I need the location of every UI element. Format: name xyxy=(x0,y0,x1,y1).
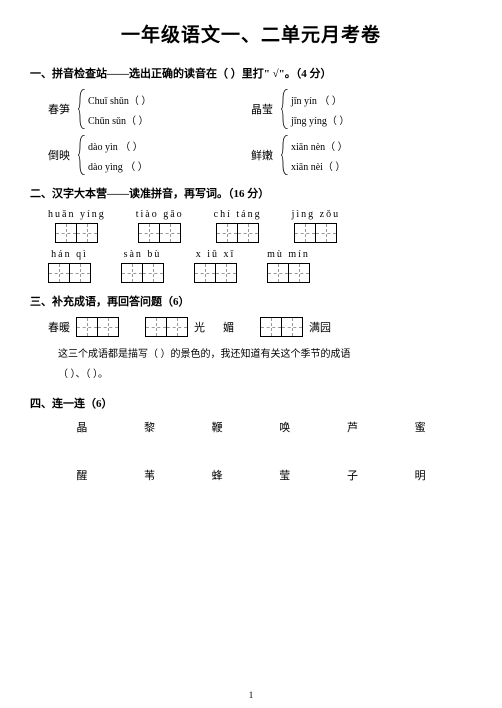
q3-row: 春暖 光 媚 满园 xyxy=(48,317,472,337)
page-number: 1 xyxy=(0,690,502,700)
match-char: 鞭 xyxy=(212,419,223,435)
idiom-part: 满园 xyxy=(309,319,331,335)
q1-label-0: 春笋 xyxy=(48,101,78,117)
q3-text1: 这三个成语都是描写（ ）的景色的，我还知道有关这个季节的成语 xyxy=(58,345,472,365)
q1-opt: xiān nèi（ ） xyxy=(291,155,353,175)
idiom-part: 光 xyxy=(194,319,205,335)
q1-opt: dào yìng （ ） xyxy=(88,155,150,175)
q1-opt: xiān nèn（ ） xyxy=(291,135,353,155)
q2-row1: huān yíng tiào gāo chí táng jìng zǒu xyxy=(48,209,472,243)
section3-head: 三、补充成语，再回答问题（6） xyxy=(30,293,472,309)
q4-row2: 醒 苇 蜂 莹 子 明 xyxy=(48,467,454,483)
section2-head: 二、汉字大本营——读准拼音，再写词。（16 分） xyxy=(30,185,472,201)
q1-opt: dào yìn （ ） xyxy=(88,135,150,155)
match-char: 蜜 xyxy=(415,419,426,435)
match-char: 晶 xyxy=(76,419,87,435)
match-char: 醒 xyxy=(76,467,87,483)
match-char: 蜂 xyxy=(212,467,223,483)
match-char: 子 xyxy=(347,467,358,483)
pinyin-label: tiào gāo xyxy=(136,209,184,220)
match-char: 芦 xyxy=(347,419,358,435)
pinyin-label: jìng zǒu xyxy=(292,209,341,220)
pinyin-label: chí táng xyxy=(214,209,262,220)
section1-head: 一、拼音检查站——选出正确的读音在（ ）里打" √"。（4 分） xyxy=(30,65,472,81)
match-char: 苇 xyxy=(144,467,155,483)
q1-opt: jīng yíng（ ） xyxy=(291,109,353,129)
match-char: 黎 xyxy=(144,419,155,435)
match-char: 莹 xyxy=(279,467,290,483)
pinyin-label: mù mín xyxy=(267,249,310,260)
q1-opt: jīn yín （ ） xyxy=(291,89,353,109)
doc-title: 一年级语文一、二单元月考卷 xyxy=(30,20,472,47)
q3-text2: （ ）、（ ）。 xyxy=(58,365,472,385)
pinyin-label: hán qì xyxy=(51,249,88,260)
pinyin-label: x iū xī xyxy=(196,249,236,260)
q4-row1: 晶 黎 鞭 唤 芦 蜜 xyxy=(48,419,454,435)
idiom-part: 媚 xyxy=(223,319,234,335)
q1-opt: Chūn sǔn（ ） xyxy=(88,109,151,129)
q1-opt: Chuī shǔn（ ） xyxy=(88,89,151,109)
match-char: 明 xyxy=(415,467,426,483)
pinyin-label: huān yíng xyxy=(48,209,106,220)
match-char: 唤 xyxy=(279,419,290,435)
q2-row2: hán qì sàn bù x iū xī mù mín xyxy=(48,249,472,283)
q1-label-2: 倒映 xyxy=(48,147,78,163)
section4-head: 四、连一连（6） xyxy=(30,395,472,411)
pinyin-label: sàn bù xyxy=(124,249,162,260)
q1-label-3: 鲜嫩 xyxy=(251,147,281,163)
q1-label-1: 晶莹 xyxy=(251,101,281,117)
idiom-part: 春暖 xyxy=(48,319,70,335)
